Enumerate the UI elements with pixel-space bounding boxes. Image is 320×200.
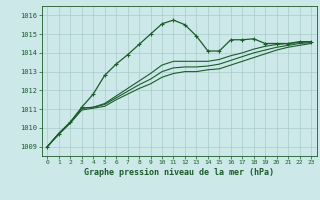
X-axis label: Graphe pression niveau de la mer (hPa): Graphe pression niveau de la mer (hPa) [84,168,274,177]
